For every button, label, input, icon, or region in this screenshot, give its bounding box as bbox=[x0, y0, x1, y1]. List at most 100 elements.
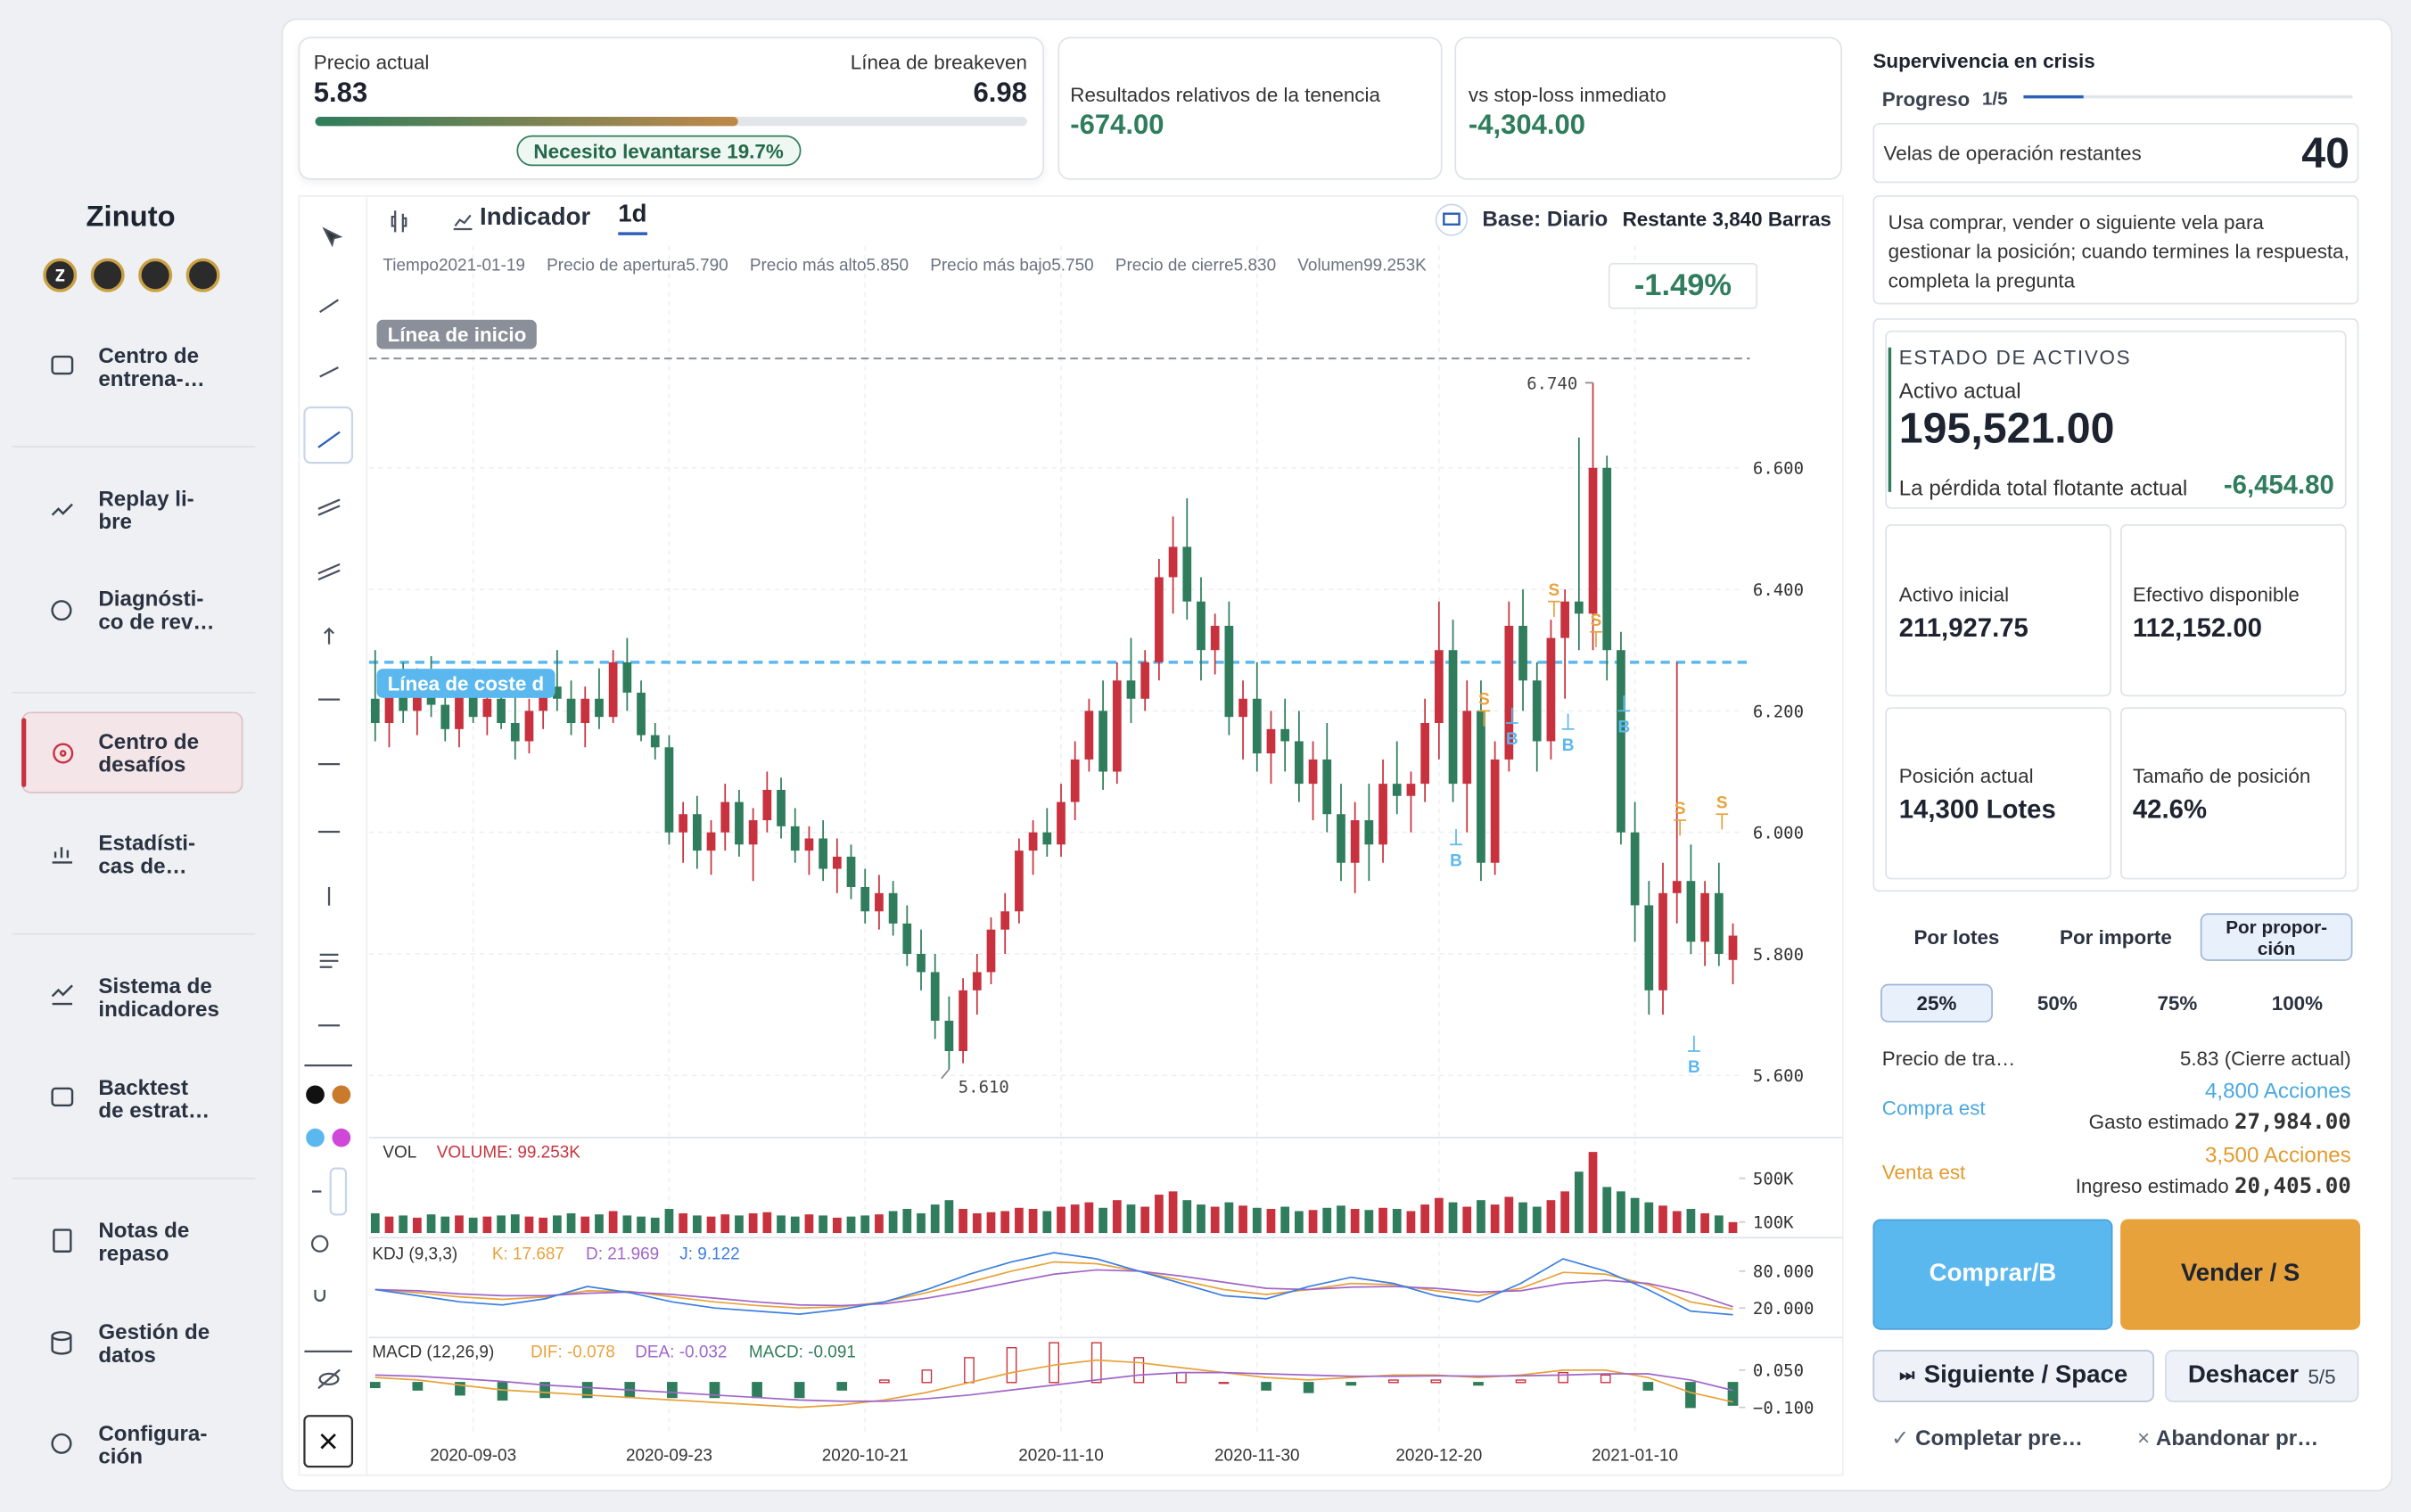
nav-item[interactable]: Diagnósti- co de rev… bbox=[98, 586, 215, 634]
label: Abandonar pr… bbox=[2155, 1425, 2319, 1450]
volume-bar bbox=[1378, 1207, 1387, 1234]
volume-bar bbox=[1364, 1210, 1374, 1234]
next-button[interactable]: ⏭ Siguiente / Space bbox=[1872, 1350, 2155, 1402]
hint-card bbox=[1872, 195, 2359, 305]
volume-bar bbox=[595, 1214, 604, 1234]
candle-body bbox=[819, 838, 827, 869]
candle-body bbox=[1210, 625, 1220, 651]
value: 20,405.00 bbox=[2234, 1174, 2351, 1200]
label: Compra est bbox=[1881, 1096, 1986, 1120]
percent-button[interactable]: 25% bbox=[1880, 983, 1993, 1023]
volume-bar bbox=[959, 1209, 967, 1234]
value: 14,300 Lotes bbox=[1898, 794, 2056, 825]
y-tick-label: 6.400 bbox=[1753, 580, 1804, 600]
volume-bar bbox=[622, 1215, 632, 1234]
progress-track bbox=[2023, 94, 2353, 99]
percent-button[interactable]: 100% bbox=[2271, 991, 2324, 1015]
macd-bar bbox=[1218, 1382, 1230, 1385]
stat-card bbox=[1885, 707, 2111, 880]
volume-bar bbox=[552, 1215, 562, 1234]
volume-bar bbox=[1238, 1205, 1247, 1234]
nav-item[interactable]: Gestión de datos bbox=[98, 1319, 210, 1368]
volume-bar bbox=[1337, 1205, 1345, 1234]
volume-bar bbox=[524, 1216, 534, 1234]
volume-bar bbox=[888, 1211, 898, 1234]
macd-bar bbox=[1600, 1374, 1611, 1384]
volume-bar bbox=[1084, 1202, 1094, 1234]
volume-bar bbox=[1588, 1152, 1598, 1234]
divider bbox=[12, 692, 256, 694]
indicator-button[interactable]: Indicador bbox=[480, 204, 591, 231]
mode-tab[interactable]: Por lotes bbox=[1913, 925, 2000, 949]
volume-bar bbox=[637, 1216, 646, 1234]
nav-active-bg bbox=[21, 711, 243, 793]
candle-body bbox=[692, 814, 702, 851]
candle-body bbox=[622, 662, 632, 693]
macd-bar bbox=[455, 1382, 465, 1396]
candle-body bbox=[468, 692, 478, 718]
candle-body bbox=[1294, 741, 1304, 785]
candle-body bbox=[1070, 759, 1080, 802]
abandon-button[interactable]: × Abandonar pr… bbox=[2137, 1426, 2318, 1450]
volume-bar bbox=[440, 1216, 450, 1234]
holding-card bbox=[1057, 37, 1443, 180]
buy-button[interactable]: Comprar/B bbox=[1872, 1219, 2113, 1330]
x-tick-label: 2020-11-30 bbox=[1214, 1446, 1300, 1465]
y-tick-label: 20.000 bbox=[1753, 1299, 1814, 1319]
nav-item[interactable]: Estadísti- cas de… bbox=[98, 830, 196, 878]
volume-bar bbox=[777, 1215, 786, 1234]
volume-bar bbox=[1322, 1207, 1332, 1234]
ohlc-item: Volumen99.253K bbox=[1297, 256, 1427, 275]
volume-bar bbox=[860, 1215, 870, 1234]
label: Precio actual bbox=[313, 50, 430, 74]
candle-body bbox=[1686, 881, 1696, 942]
complete-button[interactable]: ✓ Completar pre… bbox=[1891, 1426, 2083, 1451]
candle-body bbox=[482, 698, 492, 718]
stat-card bbox=[1885, 524, 2111, 697]
label: Ingreso estimado bbox=[2075, 1174, 2229, 1198]
trade-marker-label: S bbox=[1591, 612, 1602, 630]
y-tick-label: 6.000 bbox=[1753, 824, 1804, 843]
trade-marker-label: B bbox=[1618, 719, 1631, 737]
sell-button[interactable]: Vender / S bbox=[2120, 1219, 2361, 1330]
mode-tab[interactable]: Por importe bbox=[2059, 925, 2172, 949]
volume-bar bbox=[1308, 1210, 1318, 1234]
candle-body bbox=[860, 887, 870, 912]
candle-body bbox=[944, 1020, 954, 1051]
candle-body bbox=[804, 838, 814, 851]
nav-item[interactable]: Notas de repaso bbox=[98, 1217, 190, 1266]
label: Completar pre… bbox=[1915, 1425, 2083, 1450]
macd-bar bbox=[1430, 1379, 1442, 1384]
nav-item[interactable]: Centro de desafíos bbox=[98, 728, 200, 777]
nav-item[interactable]: Sistema de indicadores bbox=[98, 973, 219, 1022]
percent-button[interactable]: 50% bbox=[2037, 991, 2078, 1015]
candle-body bbox=[1252, 698, 1262, 754]
undo-button[interactable]: Deshacer 5/5 bbox=[2165, 1350, 2359, 1402]
progress-fill bbox=[2023, 94, 2084, 99]
nav-item[interactable]: Replay li- bre bbox=[98, 485, 194, 534]
legend-entry: DEA: -0.032 bbox=[635, 1344, 727, 1362]
label: Resultados relativos de la tenencia bbox=[1070, 83, 1380, 106]
period-button[interactable]: 1d bbox=[618, 201, 647, 235]
label: Deshacer bbox=[2187, 1361, 2300, 1389]
candle-body bbox=[762, 789, 772, 821]
indicator-line bbox=[374, 1252, 1733, 1316]
volume-bar bbox=[1658, 1205, 1667, 1234]
y-tick-label: 100K bbox=[1753, 1213, 1794, 1233]
nav-item[interactable]: Configura- ción bbox=[98, 1420, 208, 1468]
y-tick-label: 5.600 bbox=[1753, 1066, 1804, 1086]
nav-item[interactable]: Centro de entrena-… bbox=[98, 342, 205, 391]
percent-button[interactable]: 75% bbox=[2157, 991, 2198, 1015]
mode-tab-active[interactable]: Por propor- ción bbox=[2200, 913, 2353, 961]
volume-bar bbox=[1057, 1206, 1066, 1234]
label: Precio de tra… bbox=[1881, 1047, 2016, 1071]
value: 3,500 Acciones bbox=[2204, 1142, 2351, 1167]
candle-body bbox=[748, 820, 758, 845]
nav-item[interactable]: Backtest de estrat… bbox=[98, 1074, 210, 1122]
candle-body bbox=[1168, 546, 1178, 578]
candle-body bbox=[706, 832, 716, 851]
volume-bar bbox=[1490, 1204, 1500, 1234]
candle-body bbox=[1057, 801, 1066, 845]
trade-marker-label: B bbox=[1688, 1058, 1700, 1077]
